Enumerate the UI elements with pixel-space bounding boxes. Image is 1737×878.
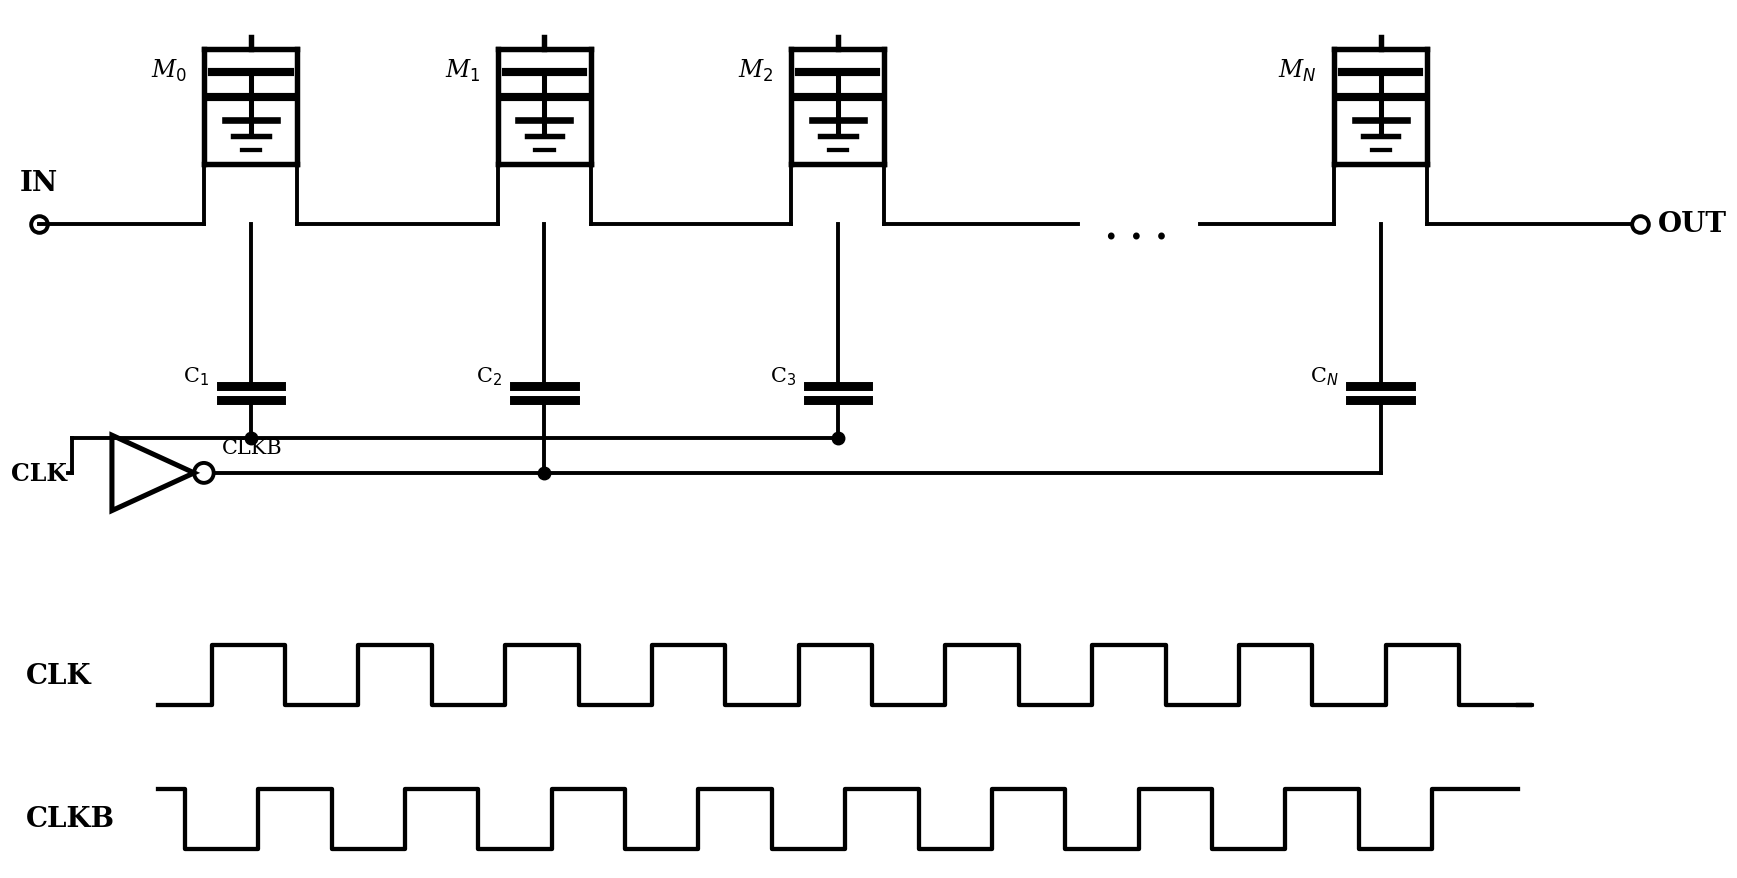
Text: CLKB: CLKB [26, 805, 115, 832]
Text: M$_0$: M$_0$ [151, 58, 188, 84]
Text: OUT: OUT [1657, 211, 1727, 238]
Text: CLK: CLK [26, 662, 92, 689]
Text: CLK: CLK [10, 461, 68, 486]
Text: M$_2$: M$_2$ [738, 58, 773, 84]
Text: C$_3$: C$_3$ [769, 364, 796, 387]
Text: . . .: . . . [1105, 212, 1167, 247]
Text: C$_2$: C$_2$ [476, 364, 502, 387]
Text: C$_1$: C$_1$ [182, 364, 208, 387]
Text: M$_1$: M$_1$ [445, 58, 479, 84]
Text: M$_N$: M$_N$ [1278, 58, 1317, 84]
Text: CLKB: CLKB [222, 438, 281, 457]
Text: IN: IN [19, 169, 57, 197]
Text: C$_N$: C$_N$ [1310, 364, 1339, 387]
